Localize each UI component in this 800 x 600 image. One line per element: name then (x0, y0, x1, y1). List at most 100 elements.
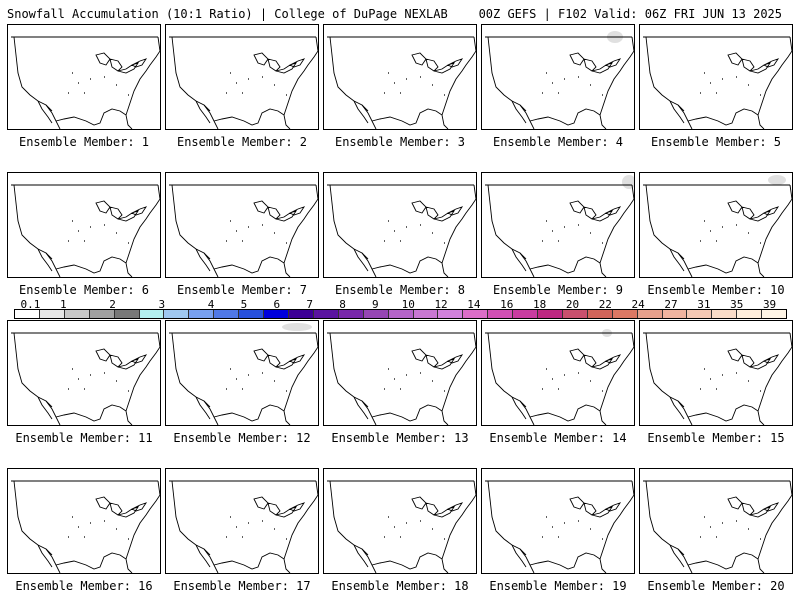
coastline-path (569, 52, 622, 74)
coastline-path (95, 496, 148, 518)
map-outline (643, 332, 792, 425)
ensemble-member-label: Ensemble Member: 15 (647, 431, 785, 445)
map-outline (11, 332, 160, 425)
coastline-path (542, 72, 603, 96)
colorbar-label: 18 (532, 298, 547, 311)
colorbar-swatch (538, 310, 563, 318)
coastline-path (253, 348, 306, 370)
coastline-path (195, 396, 211, 420)
ensemble-member-map (481, 24, 635, 130)
coastline-path (542, 368, 603, 392)
map-outline (485, 480, 634, 573)
coastline-path (169, 480, 318, 573)
ensemble-member-label: Ensemble Member: 16 (15, 579, 153, 593)
colorbar-label: 24 (631, 298, 645, 311)
colorbar-swatch (587, 310, 613, 318)
coastline-path (700, 368, 761, 392)
colorbar-swatch (264, 310, 289, 318)
coastline-path (669, 544, 685, 568)
colorbar-label: 4 (207, 298, 215, 311)
coastline-path (727, 200, 780, 222)
coastline-path (353, 248, 369, 272)
colorbar-swatch (762, 310, 787, 318)
ensemble-member-label: Ensemble Member: 11 (15, 431, 153, 445)
ensemble-member-map (323, 320, 477, 426)
colorbar-swatch (139, 310, 165, 318)
map-outline (327, 184, 476, 277)
ensemble-member-map (481, 468, 635, 574)
header-title: Snowfall Accumulation (10:1 Ratio) | Col… (7, 7, 448, 21)
colorbar-swatch (637, 310, 663, 318)
colorbar-swatch (363, 310, 389, 318)
ensemble-member-map (165, 172, 319, 278)
coastline-path (569, 200, 622, 222)
coastline-path (511, 396, 527, 420)
coastline-path (68, 220, 129, 244)
coastline-path (700, 72, 761, 96)
coastline-path (11, 480, 160, 573)
map-outline (485, 175, 634, 277)
coastline-path (11, 332, 160, 425)
map-outline (11, 480, 160, 573)
coastline-path (511, 544, 527, 568)
map-outline (169, 323, 318, 425)
coastline-path (643, 480, 792, 573)
coastline-path (411, 52, 464, 74)
colorbar-swatch (239, 310, 265, 318)
coastline-path (700, 220, 761, 244)
colorbar-swatch (662, 310, 688, 318)
ensemble-member-label: Ensemble Member: 1 (18, 135, 150, 149)
colorbar-label: 20 (565, 298, 580, 311)
coastline-path (542, 516, 603, 540)
colorbar-label: 9 (372, 298, 379, 311)
coastline-path (195, 544, 211, 568)
coastline-path (95, 200, 148, 222)
coastline-path (37, 544, 53, 568)
colorbar-label: 35 (730, 298, 744, 311)
coastline-path (195, 248, 211, 272)
ensemble-member-label: Ensemble Member: 3 (334, 135, 466, 149)
map-outline (11, 184, 160, 277)
coastline-path (485, 36, 634, 129)
ensemble-member-label: Ensemble Member: 5 (650, 135, 782, 149)
colorbar-label: 8 (339, 298, 346, 311)
colorbar-swatch (513, 310, 539, 318)
ensemble-member-map (481, 320, 635, 426)
coastline-path (353, 100, 369, 124)
ensemble-member-map (165, 320, 319, 426)
coastline-path (411, 348, 464, 370)
coastline-path (384, 72, 445, 96)
coastline-path (384, 516, 445, 540)
coastline-path (68, 516, 129, 540)
ensemble-member-map (7, 172, 161, 278)
colorbar-swatch (338, 310, 364, 318)
coastline-path (727, 496, 780, 518)
coastline-path (669, 396, 685, 420)
colorbar-label: 10 (401, 298, 415, 311)
map-outline (485, 31, 634, 129)
coastline-path (485, 480, 634, 573)
colorbar-labels: 0.1 1 2 3 4 5 6 7 8 9 10 12 14 16 18 20 22 24 27 31 35 39 (14, 298, 786, 311)
ensemble-member-map (165, 468, 319, 574)
colorbar-swatch (39, 310, 65, 318)
colorbar-swatch (164, 310, 190, 318)
snowfall-shading (768, 175, 786, 185)
coastline-path (169, 332, 318, 425)
coastline-path (542, 220, 603, 244)
coastline-path (327, 36, 476, 129)
map-outline (327, 480, 476, 573)
header-valid-time: 00Z GEFS | F102 Valid: 06Z FRI JUN 13 20… (478, 7, 782, 21)
coastline-path (253, 52, 306, 74)
colorbar-label: 16 (500, 298, 514, 311)
coastline-path (11, 36, 160, 129)
coastline-path (169, 184, 318, 277)
colorbar-swatch (687, 310, 713, 318)
coastline-path (37, 248, 53, 272)
map-outline (327, 36, 476, 129)
ensemble-member-label: Ensemble Member: 13 (331, 431, 469, 445)
ensemble-member-label: Ensemble Member: 12 (173, 431, 311, 445)
colorbar-swatch (288, 310, 314, 318)
colorbar-label: 12 (434, 298, 448, 311)
map-outline (169, 184, 318, 277)
ensemble-member-map (7, 468, 161, 574)
